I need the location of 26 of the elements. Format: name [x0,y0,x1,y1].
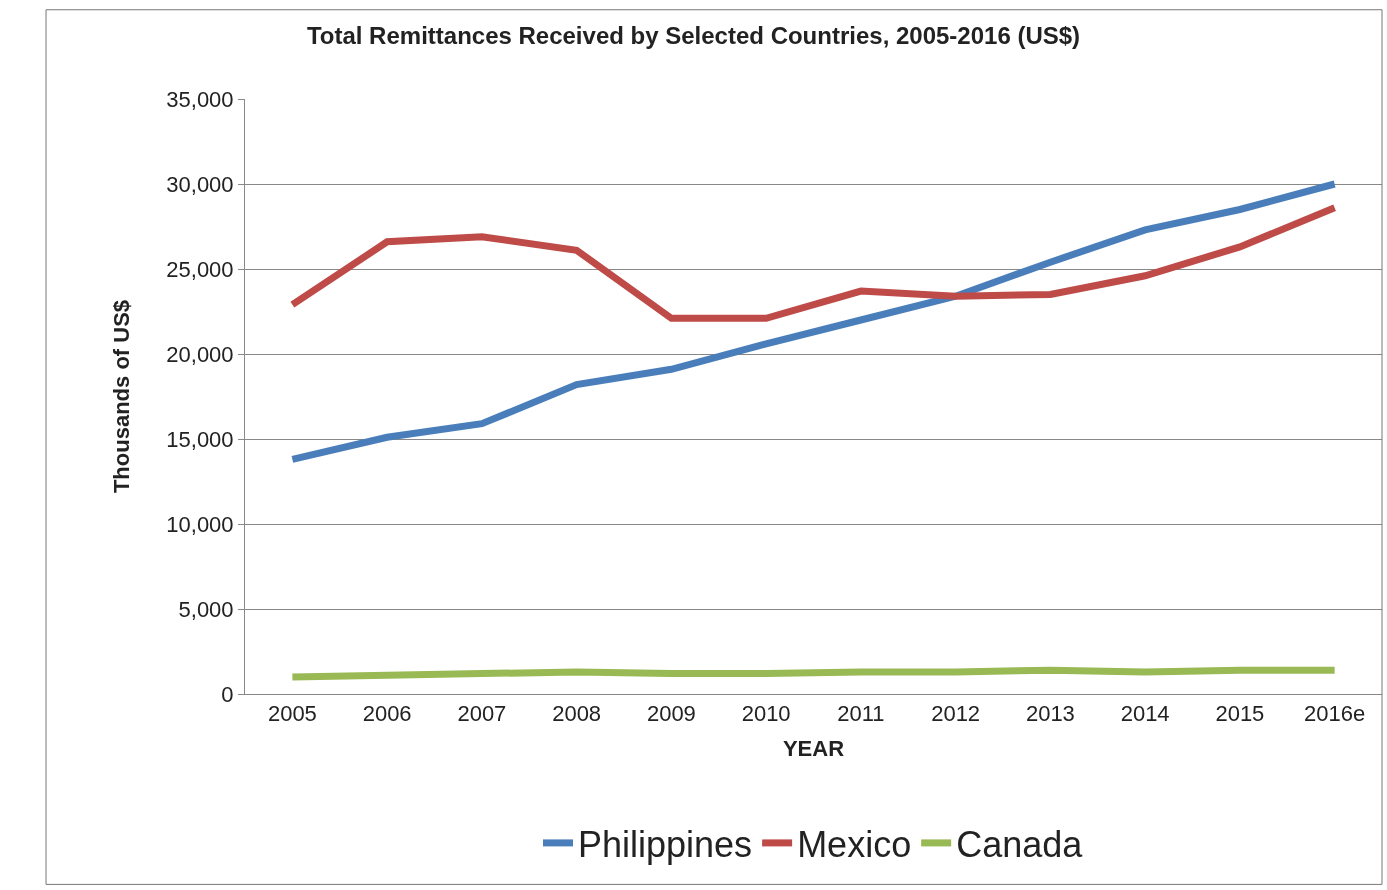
x-tick-label: 2007 [457,701,507,727]
legend-label: Mexico [797,823,912,865]
x-tick-label: 2013 [1025,701,1075,727]
y-tick-label: 0 [221,681,234,707]
y-tick-label: 10,000 [166,511,234,537]
x-tick-label: 2012 [931,701,981,727]
x-tick-label: 2011 [837,701,885,727]
y-tick-label: 35,000 [166,86,234,112]
y-tick-label: 15,000 [166,426,234,452]
y-tick-label: 20,000 [166,341,234,367]
x-tick-label: 2008 [552,701,602,727]
x-axis-title: YEAR [782,736,845,762]
x-tick-label: 2015 [1215,701,1265,727]
x-tick-label: 2006 [362,701,412,727]
x-tick-label: 2010 [741,701,791,727]
y-tick-label: 30,000 [166,171,234,197]
y-axis-title: Thousands of US$ [109,299,135,494]
legend-label: Philippines [578,823,753,865]
x-tick-label: 2005 [267,701,317,727]
legend-label: Canada [956,823,1084,865]
x-tick-label: 2009 [646,701,696,727]
y-tick-label: 5,000 [178,596,234,622]
y-tick-label: 25,000 [166,256,234,282]
chart-title: Total Remittances Received by Selected Countries, 2005-2016 (US$) [306,21,1081,49]
x-tick-label: 2014 [1120,701,1170,727]
x-tick-label: 2016e [1304,701,1366,727]
